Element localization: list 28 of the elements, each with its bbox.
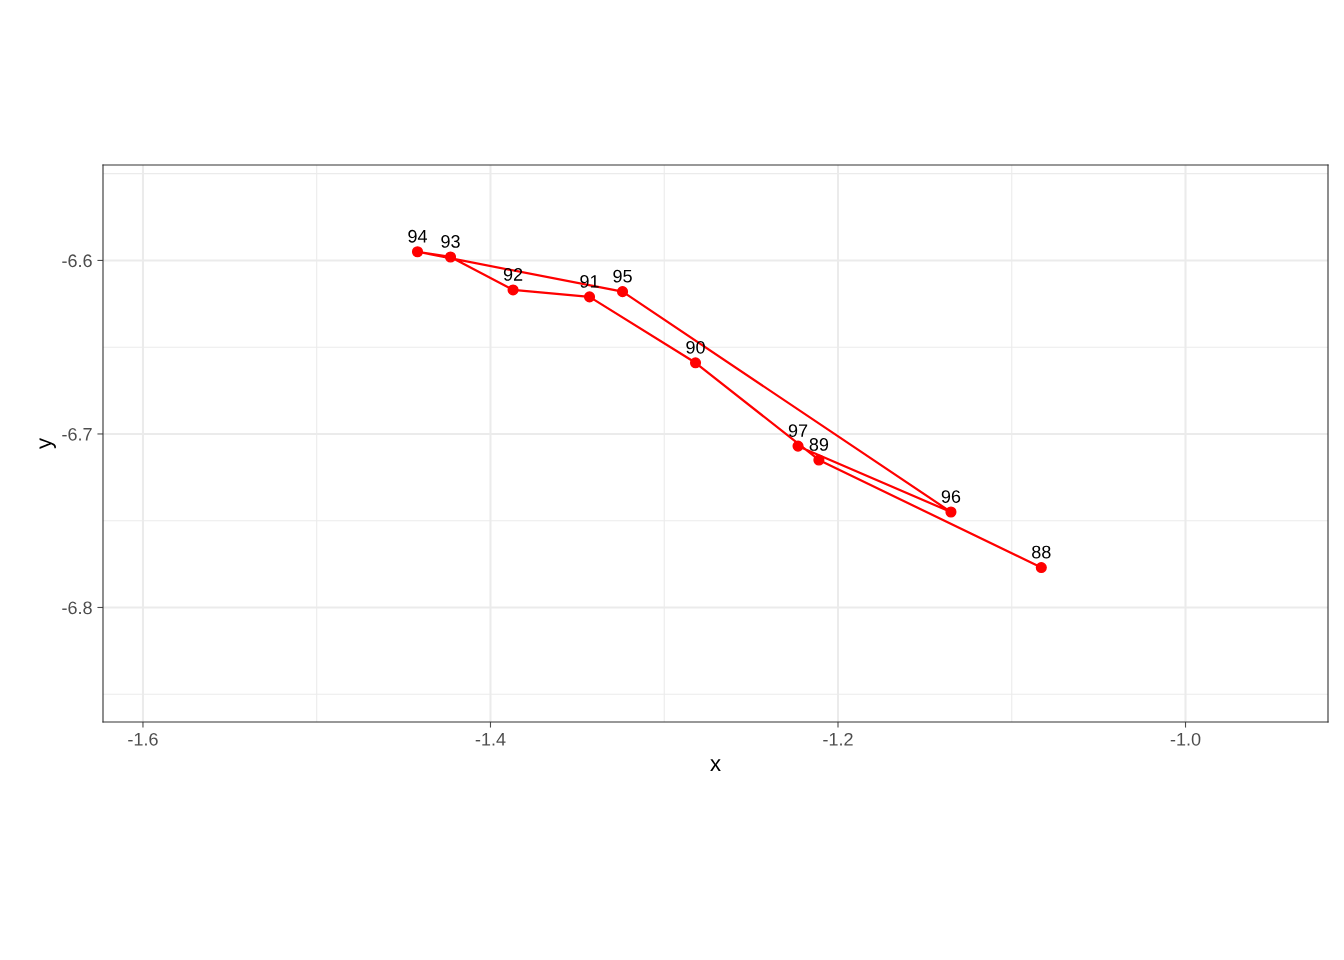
y-axis-title: y: [39, 437, 56, 449]
annotation: 96: [941, 490, 961, 503]
annotation: 93: [441, 235, 460, 248]
point: [507, 284, 519, 296]
annotation: 95: [613, 269, 632, 283]
annotation: 89: [809, 438, 829, 451]
x-tick-label: -1.2: [823, 732, 853, 746]
y-tick-label: -6.7: [62, 427, 92, 441]
x-tick-label: -1.0: [1170, 732, 1201, 746]
point: [945, 506, 957, 518]
point: [689, 357, 702, 369]
annotation: 92: [503, 268, 523, 281]
point: [411, 246, 424, 258]
x-tick-label: -1.6: [128, 732, 158, 746]
point: [813, 454, 825, 466]
point: [444, 251, 457, 263]
annotation: 94: [408, 229, 428, 243]
y-tick-label: -6.8: [62, 601, 92, 615]
annotation: 88: [1032, 545, 1051, 559]
point: [792, 440, 804, 452]
annotation: 97: [788, 424, 808, 437]
point: [616, 286, 629, 298]
annotation: 90: [686, 340, 705, 354]
x-axis-title: x: [710, 759, 721, 771]
y-tick-label: -6.6: [62, 254, 92, 268]
point: [1035, 562, 1047, 574]
x-tick-label: -1.4: [475, 733, 506, 746]
point: [583, 291, 596, 303]
